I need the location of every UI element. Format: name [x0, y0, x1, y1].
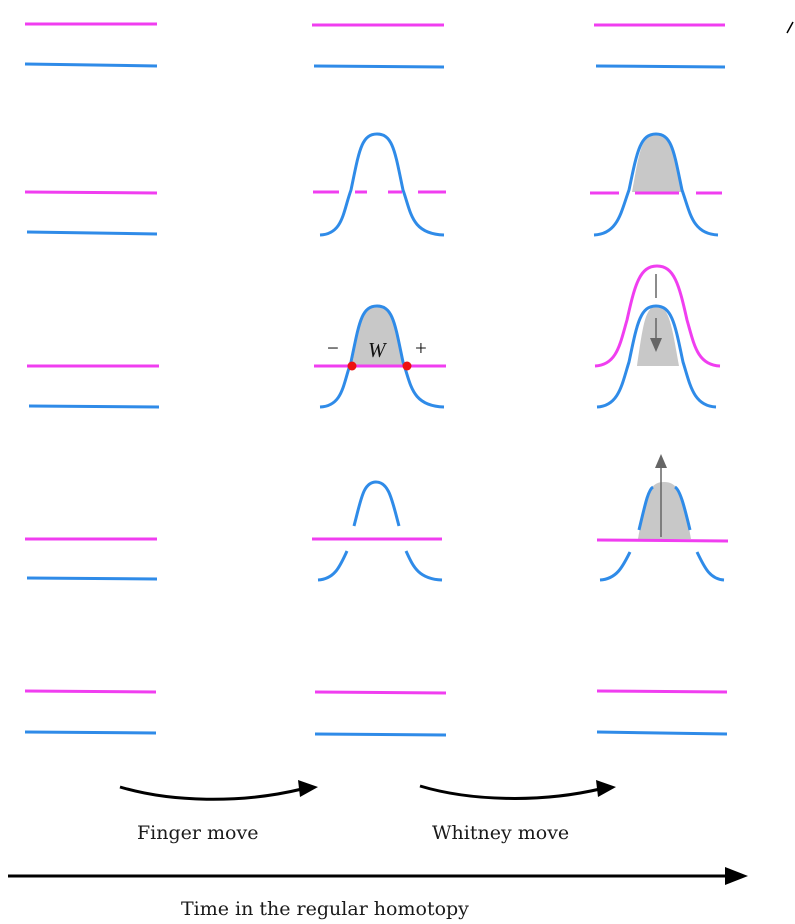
blue-bump-curve — [593, 132, 719, 237]
magenta-line — [596, 689, 728, 694]
blue-line — [24, 730, 157, 735]
blue-line — [26, 576, 158, 581]
blue-line — [313, 64, 445, 69]
blue-bump-curve — [319, 132, 445, 237]
time-axis-arrow — [8, 867, 748, 885]
blue-line — [26, 230, 158, 236]
blue-curve-lower-left — [599, 551, 632, 582]
push-up-arrow-head — [655, 454, 667, 468]
plus-sign-label: + — [415, 336, 427, 360]
blue-bump-upper — [352, 480, 401, 527]
magenta-line — [24, 689, 157, 694]
finger-move-label: Finger move — [137, 822, 259, 844]
whitney-move-label: Whitney move — [432, 822, 570, 844]
finger-move-arrow — [119, 780, 318, 801]
whitney-move-arrow — [419, 780, 616, 800]
blue-bump-left-arc — [637, 485, 655, 531]
column-initial — [24, 22, 160, 735]
magenta-bump-curve — [594, 264, 721, 368]
blue-bump-curve — [596, 304, 717, 409]
time-axis-label: Time in the regular homotopy — [181, 898, 469, 920]
blue-curve-lower-right — [404, 550, 443, 582]
blue-line — [28, 404, 160, 409]
whitney-disk-label: W — [368, 338, 386, 362]
blue-line — [314, 732, 447, 737]
blue-line — [24, 62, 158, 68]
shaded-disk — [638, 482, 691, 539]
blue-line — [595, 64, 726, 69]
shaded-disk — [637, 306, 679, 366]
blue-line — [596, 730, 728, 736]
blue-curve-lower-left — [317, 550, 349, 582]
blue-bump-right-arc — [673, 485, 692, 531]
column-whitney-move — [590, 23, 729, 736]
intersection-point-plus — [402, 361, 412, 371]
magenta-line — [596, 538, 729, 543]
magenta-line — [24, 190, 158, 195]
cropped-mark — [786, 21, 794, 34]
whitney-disk-shading — [352, 306, 405, 366]
intersection-point-minus — [347, 361, 357, 371]
minus-sign-label: − — [327, 336, 339, 360]
blue-bump-curve — [319, 304, 445, 409]
column-finger-move — [312, 23, 447, 737]
magenta-line — [314, 690, 447, 695]
push-down-arrow-head — [650, 338, 662, 352]
blue-curve-lower-right — [695, 551, 725, 582]
